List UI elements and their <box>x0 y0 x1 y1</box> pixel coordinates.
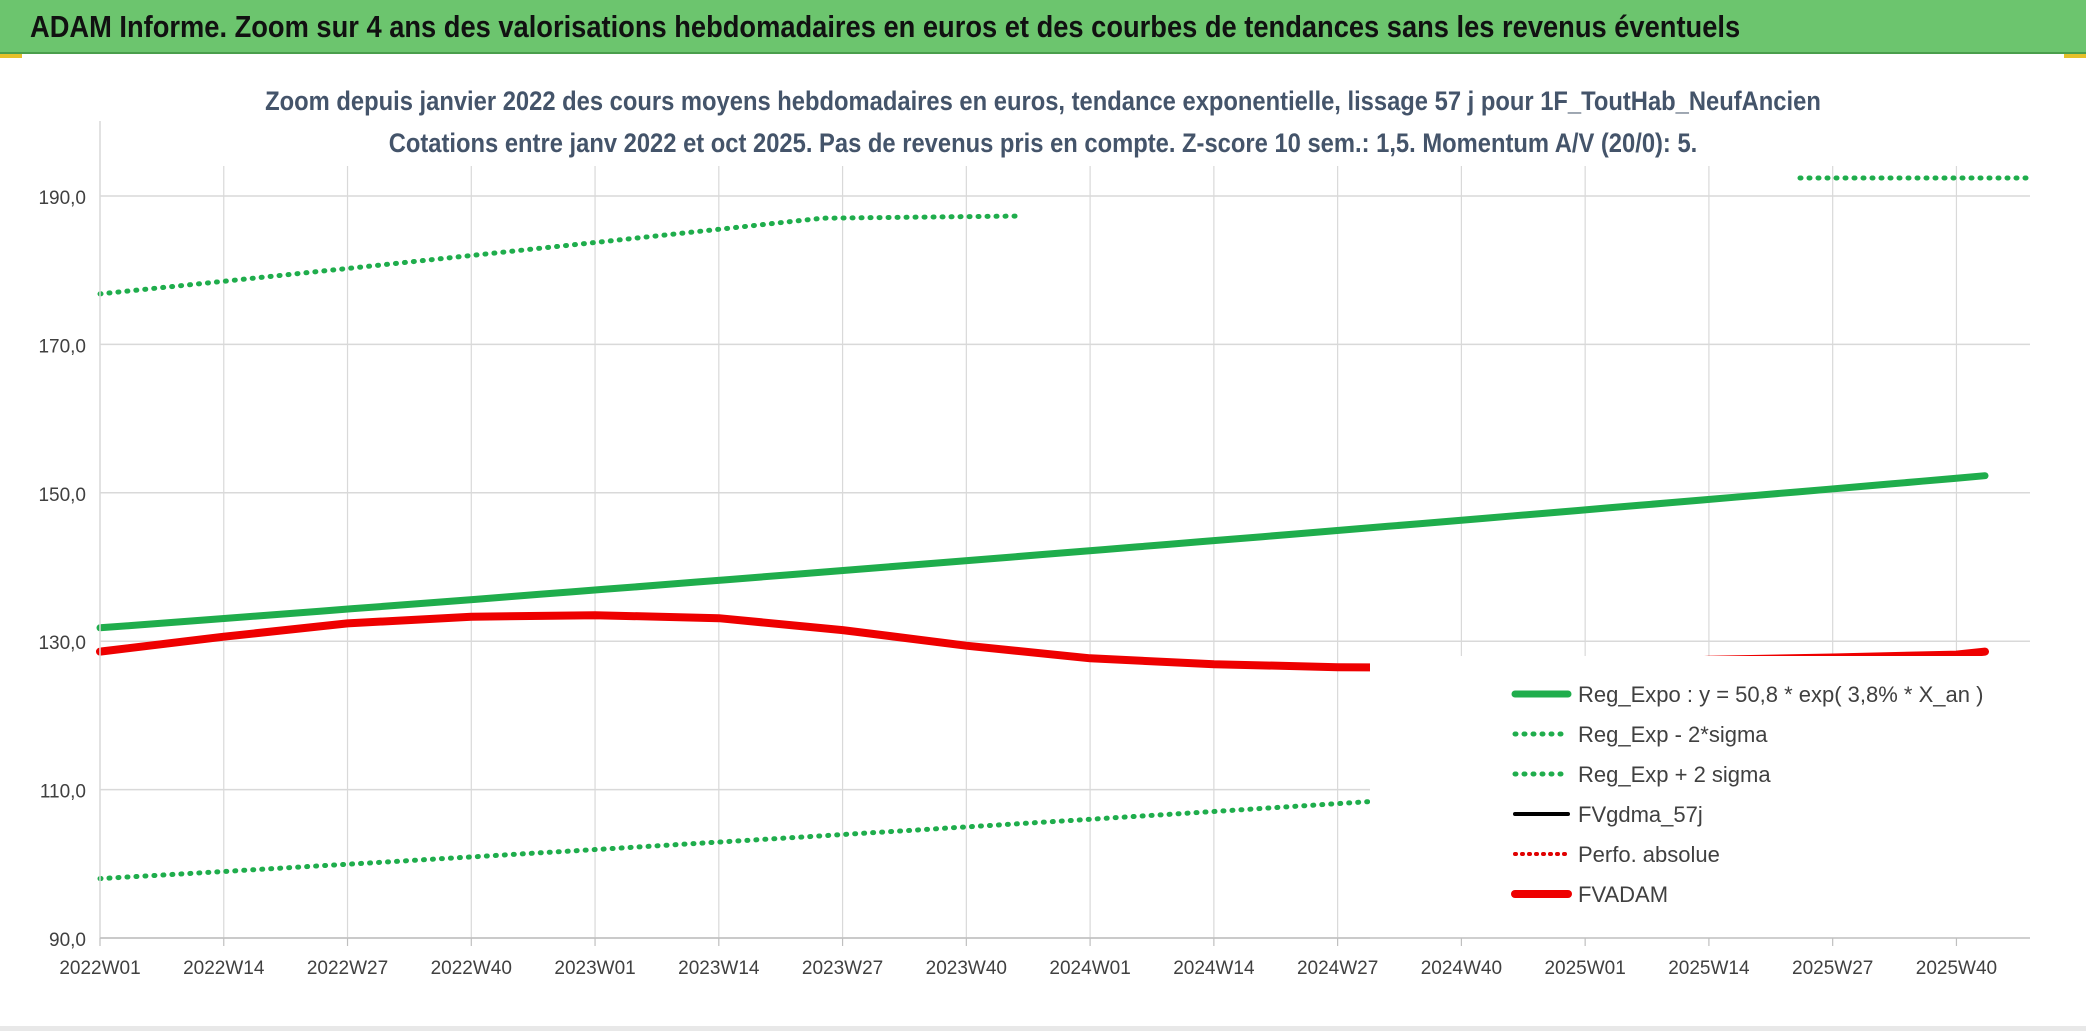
legend-label: FVgdma_57j <box>1578 802 1703 827</box>
x-tick-label: 2023W01 <box>554 958 635 979</box>
y-tick-label: 130,0 <box>38 633 86 654</box>
y-tick-label: 90,0 <box>49 930 86 951</box>
legend-label: Perfo. absolue <box>1578 842 1720 867</box>
bottom-edge <box>0 1026 2086 1031</box>
legend-label: Reg_Exp + 2 sigma <box>1578 762 1771 787</box>
legend-label: Reg_Exp - 2*sigma <box>1578 722 1768 747</box>
legend: Reg_Expo : y = 50,8 * exp( 3,8% * X_an )… <box>1511 682 1983 907</box>
corner-marker-right <box>2064 54 2086 58</box>
chart-subtitle: Cotations entre janv 2022 et oct 2025. P… <box>389 129 1698 159</box>
x-tick-label: 2024W40 <box>1421 958 1502 979</box>
series-line-0 <box>96 472 1989 632</box>
y-tick-label: 190,0 <box>38 188 86 209</box>
y-tick-label: 170,0 <box>38 336 86 357</box>
x-tick-label: 2022W27 <box>307 958 388 979</box>
y-tick-label: 150,0 <box>38 485 86 506</box>
x-tick-label: 2025W01 <box>1544 958 1625 979</box>
line-chart: Reg_Expo : y = 50,8 * exp( 3,8% * X_an )… <box>38 87 2040 986</box>
report-title: ADAM Informe. Zoom sur 4 ans des valoris… <box>30 9 1741 44</box>
legend-label: FVADAM <box>1578 882 1668 907</box>
x-tick-label: 2025W14 <box>1668 958 1750 979</box>
x-tick-label: 2025W27 <box>1792 958 1873 979</box>
x-tick-label: 2023W40 <box>926 958 1007 979</box>
x-tick-label: 2023W14 <box>678 958 760 979</box>
y-tick-label: 110,0 <box>40 782 86 803</box>
x-tick-label: 2022W40 <box>431 958 512 979</box>
legend-background <box>1370 656 2040 986</box>
corner-marker-left <box>0 54 22 58</box>
x-tick-label: 2024W01 <box>1049 958 1130 979</box>
report-banner: ADAM Informe. Zoom sur 4 ans des valoris… <box>0 0 2086 54</box>
x-tick-label: 2023W27 <box>802 958 883 979</box>
axes: 90,0 110,0 130,0 150,0 170,0 190,0 2022W01 2022… <box>38 121 2030 979</box>
x-tick-label: 2024W14 <box>1173 958 1255 979</box>
series-line-2 <box>97 213 1026 297</box>
x-tick-label: 2022W01 <box>59 958 140 979</box>
legend-label: Reg_Expo : y = 50,8 * exp( 3,8% * X_an ) <box>1578 682 1983 707</box>
chart-area: Reg_Expo : y = 50,8 * exp( 3,8% * X_an )… <box>0 56 2086 1031</box>
x-tick-label: 2024W27 <box>1297 958 1378 979</box>
x-tick-label: 2022W14 <box>183 958 265 979</box>
x-tick-label: 2025W40 <box>1916 958 1997 979</box>
chart-title: Zoom depuis janvier 2022 des cours moyen… <box>265 87 1821 117</box>
